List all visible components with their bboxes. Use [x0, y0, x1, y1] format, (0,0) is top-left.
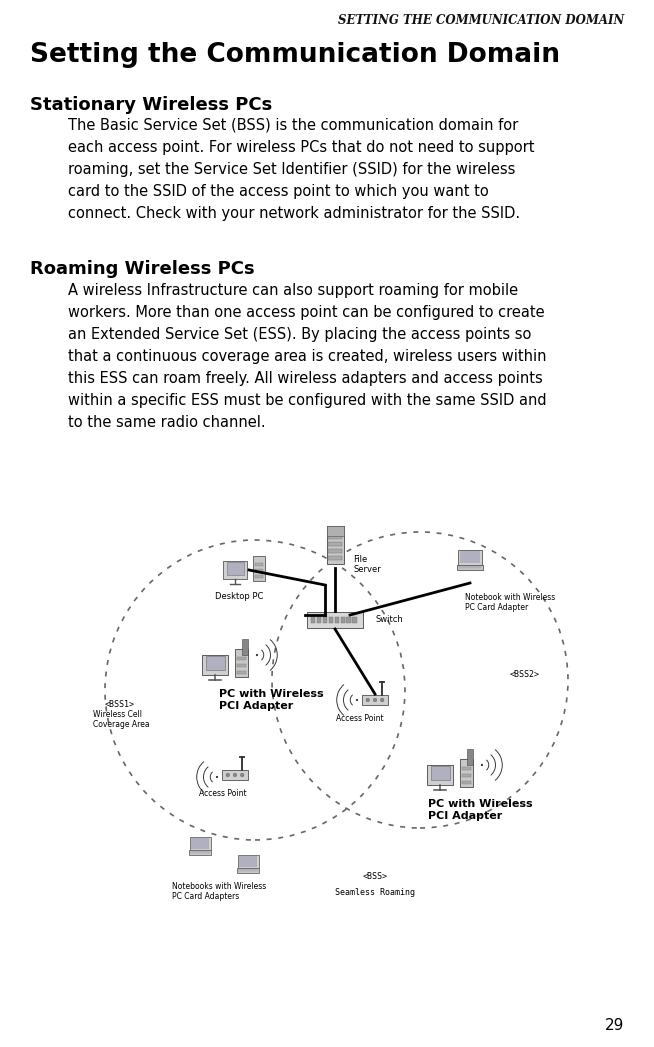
Bar [353, 618, 356, 623]
Bar [430, 766, 449, 780]
FancyBboxPatch shape [457, 565, 483, 571]
Bar [322, 618, 327, 623]
Bar [335, 618, 339, 623]
Bar [317, 618, 321, 623]
Circle shape [366, 698, 370, 701]
Bar [467, 749, 473, 765]
Text: A wireless Infrastructure can also support roaming for mobile: A wireless Infrastructure can also suppo… [68, 283, 518, 298]
Text: Notebooks with Wireless
PC Card Adapters: Notebooks with Wireless PC Card Adapters [172, 882, 266, 901]
Bar [462, 774, 472, 777]
Bar [328, 556, 342, 560]
Bar [328, 535, 342, 539]
FancyBboxPatch shape [189, 850, 211, 854]
FancyBboxPatch shape [458, 550, 482, 565]
Text: PC with Wireless
PCI Adapter: PC with Wireless PCI Adapter [428, 799, 532, 821]
FancyBboxPatch shape [253, 556, 265, 581]
Text: to the same radio channel.: to the same radio channel. [68, 415, 266, 430]
Text: that a continuous coverage area is created, wireless users within: that a continuous coverage area is creat… [68, 349, 547, 364]
FancyBboxPatch shape [362, 694, 388, 706]
Bar [462, 781, 472, 783]
Text: File
Server: File Server [353, 555, 381, 575]
Text: Desktop PC: Desktop PC [215, 592, 264, 601]
Bar [328, 549, 342, 553]
Text: Access Point: Access Point [336, 714, 384, 723]
Bar [254, 563, 263, 565]
FancyBboxPatch shape [460, 759, 473, 787]
Bar [254, 570, 263, 572]
Text: Switch: Switch [375, 616, 403, 624]
Text: Setting the Communication Domain: Setting the Communication Domain [30, 42, 560, 68]
Text: Roaming Wireless PCs: Roaming Wireless PCs [30, 260, 254, 279]
FancyBboxPatch shape [307, 612, 362, 627]
Circle shape [226, 773, 230, 777]
Bar [328, 618, 333, 623]
Bar [191, 838, 209, 848]
Circle shape [381, 698, 384, 701]
Circle shape [233, 773, 237, 777]
Text: roaming, set the Service Set Identifier (SSID) for the wireless: roaming, set the Service Set Identifier … [68, 162, 515, 177]
Circle shape [481, 764, 483, 766]
Text: SETTING THE COMMUNICATION DOMAIN: SETTING THE COMMUNICATION DOMAIN [337, 14, 624, 27]
Text: The Basic Service Set (BSS) is the communication domain for: The Basic Service Set (BSS) is the commu… [68, 118, 518, 133]
Text: Stationary Wireless PCs: Stationary Wireless PCs [30, 96, 272, 114]
Bar [226, 562, 243, 575]
Text: connect. Check with your network administrator for the SSID.: connect. Check with your network adminis… [68, 206, 520, 221]
Text: each access point. For wireless PCs that do not need to support: each access point. For wireless PCs that… [68, 140, 534, 155]
Bar [341, 618, 345, 623]
Bar [237, 658, 247, 661]
Text: <BSS1>: <BSS1> [105, 700, 135, 709]
Circle shape [373, 698, 377, 701]
Circle shape [356, 699, 358, 701]
Text: this ESS can roam freely. All wireless adapters and access points: this ESS can roam freely. All wireless a… [68, 371, 543, 386]
Text: <BSS>: <BSS> [362, 872, 388, 881]
FancyBboxPatch shape [190, 837, 211, 850]
Text: Access Point: Access Point [199, 789, 247, 798]
Text: within a specific ESS must be configured with the same SSID and: within a specific ESS must be configured… [68, 393, 547, 408]
Bar [347, 618, 351, 623]
Circle shape [216, 776, 218, 778]
Bar [242, 639, 249, 655]
Bar [254, 575, 263, 578]
FancyBboxPatch shape [426, 764, 453, 785]
FancyBboxPatch shape [237, 854, 258, 868]
Circle shape [256, 654, 258, 656]
FancyBboxPatch shape [237, 868, 259, 872]
Circle shape [241, 773, 244, 777]
Text: an Extended Service Set (ESS). By placing the access points so: an Extended Service Set (ESS). By placin… [68, 327, 531, 342]
Text: workers. More than one access point can be configured to create: workers. More than one access point can … [68, 305, 545, 320]
FancyBboxPatch shape [222, 770, 248, 780]
Bar [328, 542, 342, 547]
FancyBboxPatch shape [235, 649, 249, 677]
Bar [326, 526, 343, 536]
FancyBboxPatch shape [326, 526, 343, 564]
Text: Wireless Cell
Coverage Area: Wireless Cell Coverage Area [93, 710, 150, 730]
Text: Seamless Roaming: Seamless Roaming [335, 888, 415, 897]
Bar [205, 656, 224, 670]
Bar [460, 552, 480, 563]
Text: card to the SSID of the access point to which you want to: card to the SSID of the access point to … [68, 184, 489, 199]
Text: <BSS2>: <BSS2> [510, 670, 540, 680]
Bar [237, 671, 247, 673]
FancyBboxPatch shape [223, 560, 247, 579]
Bar [237, 664, 247, 667]
FancyBboxPatch shape [201, 654, 228, 675]
Text: Notebook with Wireless
PC Card Adapter: Notebook with Wireless PC Card Adapter [465, 593, 555, 612]
Text: PC with Wireless
PCI Adapter: PC with Wireless PCI Adapter [219, 689, 324, 711]
Bar [462, 767, 472, 771]
Text: 29: 29 [605, 1018, 624, 1033]
Bar [239, 856, 257, 867]
Bar [311, 618, 315, 623]
